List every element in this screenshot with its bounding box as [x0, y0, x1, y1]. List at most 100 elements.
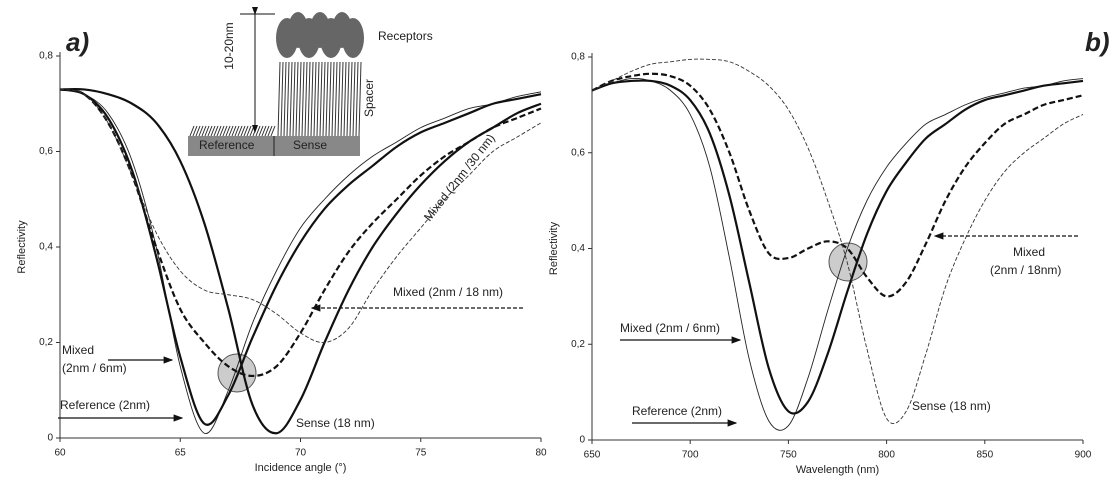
annotation: Sense (18 nm) — [912, 399, 991, 413]
inset-label: Sense — [293, 138, 327, 152]
molecule — [207, 125, 213, 137]
curve — [591, 79, 1084, 415]
y-tick-label: 0,2 — [571, 339, 585, 350]
molecule — [304, 61, 308, 137]
annotation: (2nm / 18nm) — [990, 263, 1061, 277]
molecule — [337, 61, 341, 137]
y-axis-label: Reflectivity — [16, 220, 28, 274]
molecule — [355, 61, 359, 137]
curve — [59, 88, 542, 343]
y-tick-label: 0,2 — [39, 337, 53, 348]
molecule — [258, 125, 264, 137]
annotation: Mixed — [1013, 245, 1045, 259]
curve — [59, 87, 542, 435]
molecule — [261, 125, 267, 137]
molecule — [198, 125, 204, 137]
molecule — [267, 125, 273, 137]
molecule — [243, 125, 249, 137]
molecule — [219, 125, 225, 137]
molecule — [280, 61, 284, 137]
x-tick-label: 750 — [780, 450, 797, 461]
molecule — [283, 61, 287, 137]
molecule — [319, 61, 323, 137]
x-axis-label: Incidence angle (°) — [255, 462, 347, 474]
curve — [591, 58, 1084, 425]
curve — [591, 72, 1084, 298]
molecule — [301, 61, 305, 137]
molecule — [358, 61, 362, 137]
highlight-circle — [217, 353, 257, 393]
annotation: Reference (2nm) — [632, 404, 722, 418]
curve — [591, 78, 1084, 431]
inset-label: Receptors — [378, 29, 433, 43]
molecule — [192, 125, 198, 137]
molecule — [340, 61, 344, 137]
molecule — [246, 125, 252, 137]
molecule — [222, 125, 228, 137]
highlight-circle — [828, 242, 868, 282]
x-tick-label: 75 — [415, 448, 427, 459]
molecule — [231, 125, 237, 137]
y-tick-label: 0,8 — [39, 51, 53, 62]
annotation: Mixed — [62, 343, 94, 357]
molecule — [255, 125, 261, 137]
molecule — [237, 125, 243, 137]
molecule — [210, 125, 216, 137]
molecule — [216, 125, 222, 137]
molecule — [346, 61, 350, 137]
x-tick-label: 650 — [584, 450, 601, 461]
y-tick-label: 0,8 — [571, 52, 585, 63]
annotation: (2nm / 6nm) — [62, 361, 127, 375]
panel-label: a) — [66, 27, 89, 57]
y-tick-label: 0,4 — [571, 243, 585, 254]
molecule — [289, 61, 293, 137]
annotation: Mixed (2nm / 18 nm) — [393, 285, 503, 299]
molecule — [264, 125, 270, 137]
y-tick-label: 0,6 — [571, 147, 585, 158]
molecule — [313, 61, 317, 137]
x-axis-label: Wavelength (nm) — [796, 464, 879, 476]
y-tick-label: 0 — [579, 435, 585, 446]
x-tick-label: 900 — [1075, 450, 1092, 461]
molecule — [310, 61, 314, 137]
x-tick-label: 60 — [54, 448, 66, 459]
molecule — [325, 61, 329, 137]
molecule — [228, 125, 234, 137]
y-tick-label: 0,6 — [39, 146, 53, 157]
molecule — [234, 125, 240, 137]
x-tick-label: 850 — [976, 450, 993, 461]
molecule — [195, 125, 201, 137]
x-tick-label: 800 — [878, 450, 895, 461]
y-tick-label: 0 — [47, 433, 53, 444]
molecule — [292, 61, 296, 137]
molecule — [201, 125, 207, 137]
molecule — [352, 61, 356, 137]
y-axis-label: Reflectivity — [548, 221, 560, 275]
inset-label: Spacer — [362, 79, 376, 117]
x-tick-label: 700 — [682, 450, 699, 461]
molecule — [316, 61, 320, 137]
divider — [273, 136, 275, 156]
y-tick-label: 0,4 — [39, 242, 53, 253]
molecule — [331, 61, 335, 137]
molecule — [286, 61, 290, 137]
inset-label: 10-20nm — [222, 22, 236, 69]
x-tick-label: 80 — [535, 448, 547, 459]
molecule — [270, 125, 276, 137]
annotation: Sense (18 nm) — [296, 416, 375, 430]
molecule — [240, 125, 246, 137]
molecule — [277, 61, 281, 137]
molecule — [204, 125, 210, 137]
molecule — [349, 61, 353, 137]
annotation: Mixed (2nm / 6nm) — [620, 321, 720, 335]
molecule — [307, 61, 311, 137]
molecule — [213, 125, 219, 137]
annotation: Reference (2nm) — [60, 398, 150, 412]
annotation: Mixed (2nm /30 nm) — [421, 131, 498, 224]
x-tick-label: 70 — [295, 448, 307, 459]
molecule — [298, 61, 302, 137]
x-tick-label: 65 — [175, 448, 187, 459]
molecule — [322, 61, 326, 137]
panel-label: b) — [1085, 27, 1110, 57]
